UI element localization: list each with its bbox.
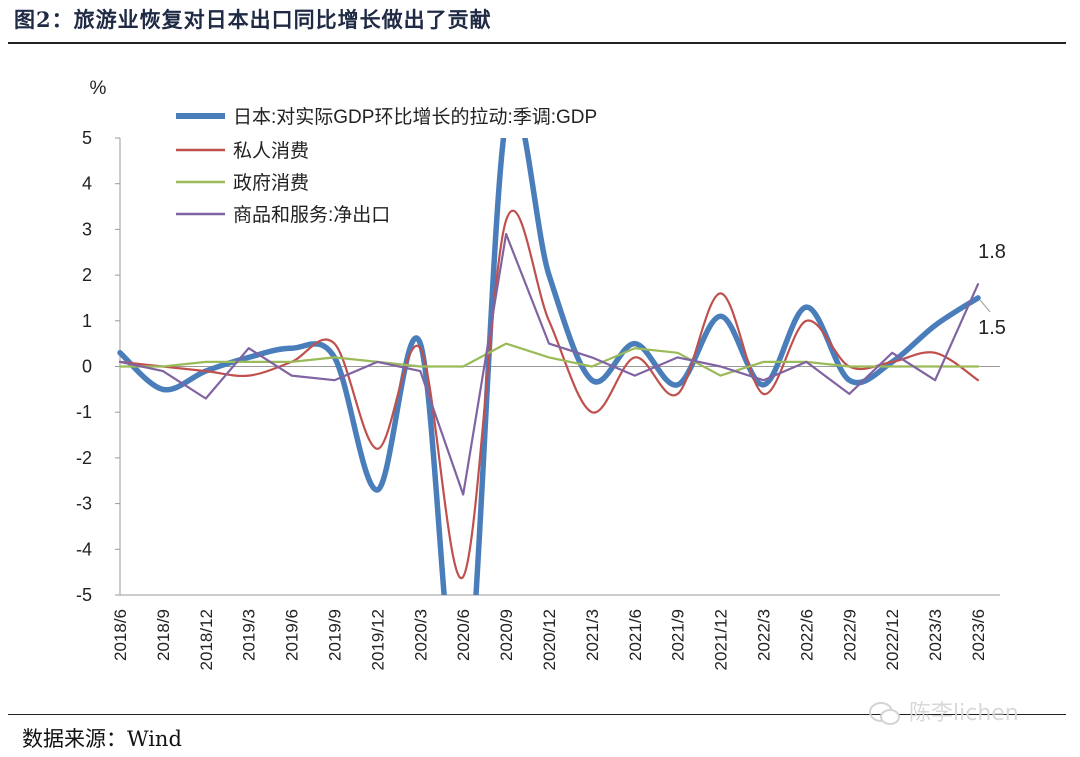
x-tick-label: 2020/3: [411, 609, 430, 661]
x-tick-label: 2019/6: [283, 609, 302, 661]
data-label: 1.8: [978, 241, 1006, 263]
data-label: 1.5: [978, 317, 1006, 339]
axes: -5 -4 -3 -2 -1 0 1 2 3 4 5% 2018/6 2018/9 2018/12 2019…: [76, 78, 1000, 670]
y-tick-label: -3: [76, 494, 92, 514]
x-tick-label: 2021/3: [583, 609, 602, 661]
y-tick-label: 3: [82, 219, 92, 239]
y-tick-label: 4: [82, 174, 92, 194]
y-tick-label: -1: [76, 402, 92, 422]
footer-divider: [8, 714, 1066, 715]
x-tick-label: 2023/3: [926, 609, 945, 661]
annotations: 1.8 1.5: [978, 241, 1006, 339]
line-chart: -5 -4 -3 -2 -1 0 1 2 3 4 5% 2018/6 2018/9 2018/12 2019…: [76, 78, 1006, 670]
y-tick-label: -2: [76, 448, 92, 468]
x-tick-label: 2019/9: [326, 609, 345, 661]
legend-label: 日本:对实际GDP环比增长的拉动:季调:GDP: [233, 106, 597, 128]
series-line-2: [118, 342, 980, 377]
chart-title: 图2：旅游业恢复对日本出口同比增长做出了贡献: [14, 7, 492, 32]
watermark-text: 陈李lichen: [909, 701, 1019, 726]
y-tick-label: 5: [82, 128, 92, 148]
x-tick-label: 2018/6: [111, 609, 130, 661]
label-leader-line: [979, 299, 991, 313]
title-divider: [8, 42, 1066, 44]
x-tick-label: 2022/3: [755, 609, 774, 661]
x-tick-label: 2022/9: [840, 609, 859, 661]
x-tick-label: 2018/12: [197, 609, 216, 670]
watermark: 陈李lichen: [868, 695, 1019, 728]
x-tick-label: 2019/12: [368, 609, 387, 670]
source-note: 数据来源：Wind: [22, 727, 182, 751]
legend-label: 商品和服务:净出口: [233, 204, 390, 226]
y-tick-label: 0: [82, 357, 92, 377]
x-tick-label: 2021/6: [626, 609, 645, 661]
x-tick-label: 2020/9: [497, 609, 516, 661]
y-tick-label: -4: [76, 539, 92, 559]
legend-label: 政府消费: [233, 172, 309, 194]
x-tick-label: 2019/3: [240, 609, 259, 661]
x-tick-label: 2022/6: [797, 609, 816, 661]
series-layer: [117, 138, 981, 595]
legend-label: 私人消费: [233, 140, 309, 162]
y-unit-label: %: [90, 78, 107, 99]
x-tick-label: 2022/12: [883, 609, 902, 670]
wechat-icon: [869, 702, 900, 725]
series-line-0: [117, 138, 981, 595]
y-tick-label: -5: [76, 585, 92, 605]
y-tick-label: 2: [82, 265, 92, 285]
series-line-1: [118, 209, 980, 580]
x-tick-label: 2023/6: [969, 609, 988, 661]
x-tick-label: 2018/9: [154, 609, 173, 661]
x-tick-label: 2021/12: [712, 609, 731, 670]
series-line-3: [118, 232, 980, 496]
x-tick-label: 2020/6: [454, 609, 473, 661]
x-tick-label: 2020/12: [540, 609, 559, 670]
y-tick-label: 1: [82, 311, 92, 331]
x-tick-label: 2021/9: [669, 609, 688, 661]
